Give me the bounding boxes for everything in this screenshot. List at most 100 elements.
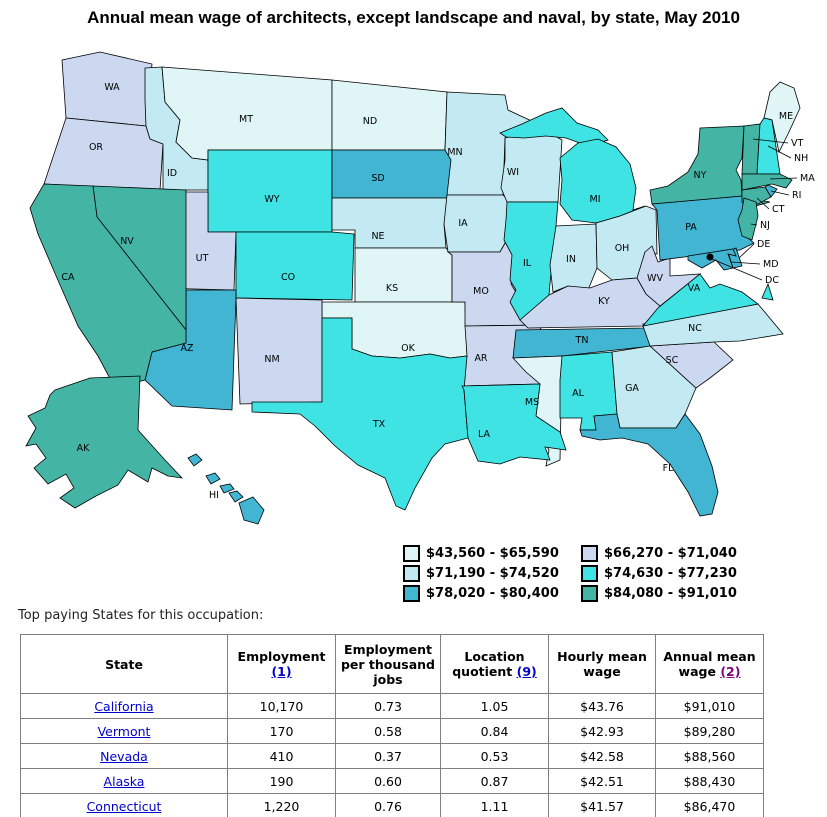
legend-item-2: $66,270 - $71,040 xyxy=(581,544,791,563)
state-label-MS: MS xyxy=(525,397,539,408)
state-LA[interactable] xyxy=(461,383,567,465)
state-label-NY: NY xyxy=(694,170,707,181)
state-link-nevada[interactable]: Nevada xyxy=(100,748,148,764)
state-label-IA: IA xyxy=(458,218,468,229)
state-cell: Connecticut xyxy=(20,793,228,817)
legend-swatch-1 xyxy=(403,545,420,562)
state-label-TX: TX xyxy=(372,419,386,430)
state-AK[interactable] xyxy=(25,375,184,509)
footnote-link-1[interactable]: (1) xyxy=(271,664,292,679)
state-VA[interactable] xyxy=(641,273,759,327)
leader-line-RI xyxy=(770,190,790,196)
state-ND[interactable] xyxy=(331,79,448,151)
leader-line-NJ xyxy=(750,223,758,226)
state-label-MO: MO xyxy=(473,286,489,297)
state-link-alaska[interactable]: Alaska xyxy=(103,773,145,789)
state-label-DE: DE xyxy=(757,239,770,250)
state-label-ME: ME xyxy=(779,111,793,122)
state-MI[interactable] xyxy=(559,138,646,224)
state-SD[interactable] xyxy=(331,149,456,199)
state-label-KY: KY xyxy=(598,296,610,307)
table-header-row: State Employment (1) Employment per thousa… xyxy=(20,634,764,694)
state-IA[interactable] xyxy=(443,194,514,253)
employment-cell: 170 xyxy=(227,718,336,744)
legend-range-label: $71,190 - $74,520 xyxy=(426,566,559,581)
per-thousand-cell: 0.73 xyxy=(335,693,441,719)
column-header-location-quotient: Location quotient (9) xyxy=(440,634,549,694)
state-NJ[interactable] xyxy=(737,197,759,241)
state-KS[interactable] xyxy=(354,247,453,303)
state-link-vermont[interactable]: Vermont xyxy=(97,723,151,739)
state-label-SD: SD xyxy=(371,173,384,184)
page-title: Annual mean wage of architects, except l… xyxy=(87,8,740,27)
state-label-MA: MA xyxy=(800,173,815,184)
column-header-employment: Employment (1) xyxy=(227,634,336,694)
location-quotient-cell: 1.05 xyxy=(440,693,549,719)
state-label-IL: IL xyxy=(523,258,532,269)
state-label-MD: MD xyxy=(763,259,779,270)
location-quotient-cell: 1.11 xyxy=(440,793,549,817)
state-label-FL: FL xyxy=(663,463,674,474)
state-label-HI: HI xyxy=(209,490,219,501)
top-paying-states-table: State Employment (1) Employment per thousa… xyxy=(20,634,764,817)
employment-cell: 190 xyxy=(227,768,336,794)
state-label-KS: KS xyxy=(386,283,398,294)
state-label-CA: CA xyxy=(61,272,75,283)
employment-cell: 1,220 xyxy=(227,793,336,817)
state-label-AR: AR xyxy=(474,353,487,364)
state-label-SC: SC xyxy=(666,355,679,366)
state-WY[interactable] xyxy=(207,149,333,233)
legend-swatch-5 xyxy=(403,585,420,602)
state-WI[interactable] xyxy=(500,127,563,203)
hourly-mean-wage-cell: $42.58 xyxy=(548,743,656,769)
leader-line-MA xyxy=(769,177,798,180)
state-label-TN: TN xyxy=(575,335,589,346)
state-TX[interactable] xyxy=(251,317,469,511)
state-label-NV: NV xyxy=(120,236,134,247)
dc-marker-dot xyxy=(706,253,714,261)
state-label-OK: OK xyxy=(401,343,415,354)
state-label-WY: WY xyxy=(264,194,279,205)
leader-line-CT xyxy=(756,197,770,210)
state-link-connecticut[interactable]: Connecticut xyxy=(86,798,162,814)
state-VA-part[interactable] xyxy=(761,282,774,301)
state-cell: Nevada xyxy=(20,743,228,769)
legend-range-label: $43,560 - $65,590 xyxy=(426,546,559,561)
state-label-DC: DC xyxy=(765,275,779,286)
state-ME[interactable] xyxy=(763,81,801,154)
state-link-california[interactable]: California xyxy=(94,698,154,714)
state-WV[interactable] xyxy=(636,245,702,307)
state-CO[interactable] xyxy=(235,231,355,301)
state-cell: Vermont xyxy=(20,718,228,744)
state-OR[interactable] xyxy=(43,117,164,191)
per-thousand-cell: 0.76 xyxy=(335,793,441,817)
per-thousand-cell: 0.58 xyxy=(335,718,441,744)
state-NY[interactable] xyxy=(649,125,745,205)
footnote-link-9[interactable]: (9) xyxy=(516,664,537,679)
table-row-connecticut: Connecticut 1,220 0.76 1.11 $41.57 $86,470 xyxy=(20,793,764,817)
state-NM[interactable] xyxy=(235,297,323,405)
state-FL[interactable] xyxy=(579,413,719,517)
map-legend: $43,560 - $65,590 $66,270 - $71,040 $71,19… xyxy=(403,544,791,603)
state-HI[interactable] xyxy=(187,453,265,525)
state-label-OR: OR xyxy=(89,142,103,153)
footnote-link-2[interactable]: (2) xyxy=(720,664,741,679)
state-PA[interactable] xyxy=(651,195,755,261)
table-caption: Top paying States for this occupation: xyxy=(18,608,264,623)
column-header-annual-mean-wage: Annual mean wage (2) xyxy=(655,634,764,694)
state-label-NM: NM xyxy=(264,354,279,365)
state-NC[interactable] xyxy=(642,303,784,347)
location-quotient-cell: 0.87 xyxy=(440,768,549,794)
state-label-NH: NH xyxy=(794,153,808,164)
table-row-nevada: Nevada 410 0.37 0.53 $42.58 $88,560 xyxy=(20,743,764,769)
employment-cell: 10,170 xyxy=(227,693,336,719)
legend-swatch-3 xyxy=(403,565,420,582)
legend-swatch-6 xyxy=(581,585,598,602)
state-label-IN: IN xyxy=(566,254,576,265)
annual-mean-wage-cell: $91,010 xyxy=(655,693,764,719)
annual-mean-wage-cell: $89,280 xyxy=(655,718,764,744)
state-label-OH: OH xyxy=(615,243,630,254)
state-MI-part[interactable] xyxy=(499,107,609,147)
state-label-RI: RI xyxy=(792,190,801,201)
legend-range-label: $84,080 - $91,010 xyxy=(604,586,737,601)
